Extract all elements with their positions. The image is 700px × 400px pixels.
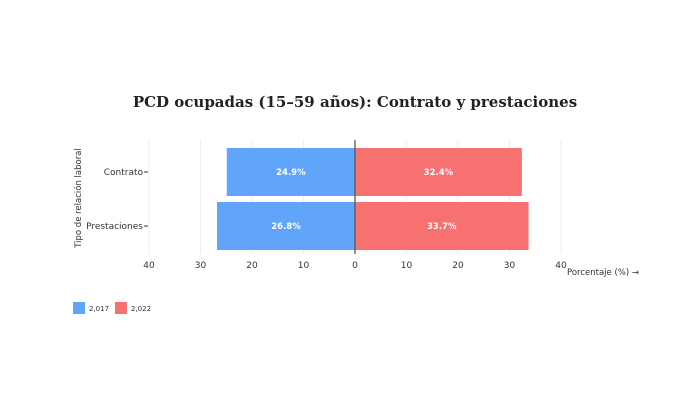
x-tick-label-5: 10 bbox=[401, 261, 413, 271]
bar-1-1 bbox=[355, 202, 529, 250]
legend-label-0: 2,017 bbox=[89, 305, 109, 313]
x-tick-label-6: 20 bbox=[452, 261, 464, 271]
bar-label-0-1: 26.8% bbox=[271, 222, 301, 232]
tick-layer: 40 30 20 10 0 10 20 30 40 bbox=[143, 261, 567, 271]
chart-title: PCD ocupadas (15–59 años): Contrato y pr… bbox=[133, 93, 577, 111]
x-tick-label-7: 30 bbox=[504, 261, 516, 271]
bar-0-0 bbox=[226, 148, 355, 196]
legend-swatch-1 bbox=[115, 302, 127, 314]
category-layer: Contrato Prestaciones bbox=[86, 168, 148, 232]
x-tick-label-0: 40 bbox=[143, 261, 155, 271]
category-label-1: Prestaciones bbox=[86, 222, 143, 232]
bar-layer: 24.9% 26.8% 32.4% 33.7% bbox=[216, 140, 529, 254]
legend-label-1: 2,022 bbox=[131, 305, 151, 313]
x-axis-title: Porcentaje (%) → bbox=[567, 268, 639, 278]
bar-label-0-0: 24.9% bbox=[276, 168, 306, 178]
bar-1-0 bbox=[355, 148, 522, 196]
x-tick-label-1: 30 bbox=[195, 261, 207, 271]
bar-0-1 bbox=[216, 202, 355, 250]
y-axis-title: Tipo de relación laboral bbox=[73, 148, 84, 249]
legend-swatch-0 bbox=[73, 302, 85, 314]
x-tick-label-8: 40 bbox=[555, 261, 567, 271]
x-tick-label-3: 10 bbox=[298, 261, 310, 271]
legend: 2,017 2,022 bbox=[73, 302, 151, 314]
x-tick-label-4: 0 bbox=[352, 261, 358, 271]
category-label-0: Contrato bbox=[104, 168, 144, 178]
x-tick-label-2: 20 bbox=[246, 261, 258, 271]
bar-label-1-1: 33.7% bbox=[427, 222, 457, 232]
bar-label-1-0: 32.4% bbox=[424, 168, 454, 178]
